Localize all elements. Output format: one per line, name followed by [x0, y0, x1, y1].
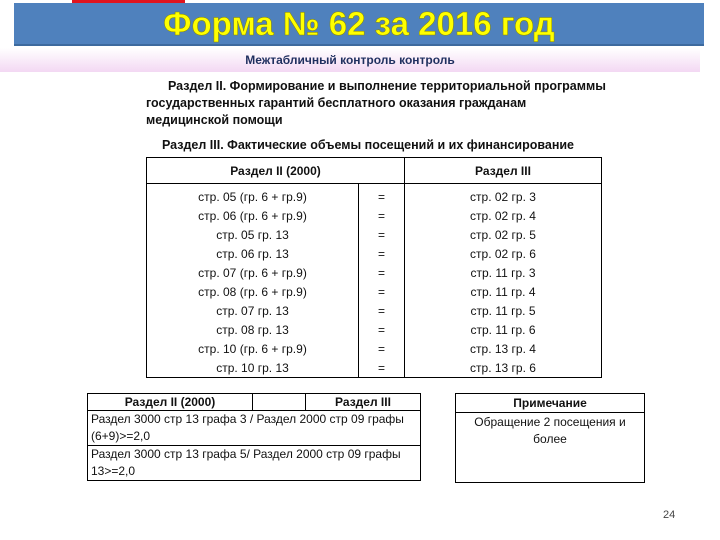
- equals-cell: =: [358, 263, 405, 282]
- left-cell: стр. 08 гр. 13: [146, 320, 359, 339]
- right-cell: стр. 02 гр. 5: [404, 225, 602, 244]
- section2-heading: Раздел II. Формирование и выполнение тер…: [146, 79, 606, 127]
- equals-cell: =: [358, 206, 405, 225]
- control-table: Раздел II (2000) Раздел III стр. 05 (гр. …: [146, 157, 602, 378]
- header-section3: Раздел III: [404, 157, 602, 184]
- equals-cell: =: [358, 339, 405, 358]
- right-cell: стр. 13 гр. 6: [404, 358, 602, 378]
- right-cell: стр. 02 гр. 4: [404, 206, 602, 225]
- header-section3: Раздел III: [305, 393, 421, 411]
- table-row: стр. 08 гр. 13 = стр. 11 гр. 6: [146, 320, 602, 339]
- left-cell: стр. 10 (гр. 6 + гр.9): [146, 339, 359, 358]
- header-empty: [252, 393, 306, 411]
- right-cell: стр. 02 гр. 6: [404, 244, 602, 263]
- subtitle: Межтабличный контроль контроль: [245, 53, 455, 67]
- title-bar: Форма № 62 за 2016 год: [14, 3, 704, 46]
- ratio-table: Раздел II (2000) Раздел III Раздел 3000 с…: [87, 393, 421, 481]
- left-cell: стр. 06 (гр. 6 + гр.9): [146, 206, 359, 225]
- right-cell: стр. 02 гр. 3: [404, 183, 602, 206]
- page-number: 24: [663, 509, 676, 521]
- left-cell: стр. 07 (гр. 6 + гр.9): [146, 263, 359, 282]
- left-cell: стр. 08 (гр. 6 + гр.9): [146, 282, 359, 301]
- table-row: стр. 10 (гр. 6 + гр.9) = стр. 13 гр. 4: [146, 339, 602, 358]
- note-text: Обращение 2 посещения и более: [455, 412, 645, 483]
- subtitle-band: Межтабличный контроль контроль: [0, 48, 700, 72]
- right-cell: стр. 13 гр. 4: [404, 339, 602, 358]
- red-accent-bar: [72, 0, 185, 3]
- table-row: стр. 10 гр. 13 = стр. 13 гр. 6: [146, 358, 602, 378]
- right-cell: стр. 11 гр. 5: [404, 301, 602, 320]
- note-header: Примечание: [455, 393, 645, 413]
- page-title: Форма № 62 за 2016 год: [163, 5, 555, 43]
- ratio-row: Раздел 3000 стр 13 графа 5/ Раздел 2000 …: [87, 445, 421, 481]
- equals-cell: =: [358, 225, 405, 244]
- table-row: стр. 06 (гр. 6 + гр.9) = стр. 02 гр. 4: [146, 206, 602, 225]
- table-row: стр. 07 (гр. 6 + гр.9) = стр. 11 гр. 3: [146, 263, 602, 282]
- left-cell: стр. 05 (гр. 6 + гр.9): [146, 183, 359, 206]
- note-table: Примечание Обращение 2 посещения и более: [455, 393, 645, 483]
- equals-cell: =: [358, 183, 405, 206]
- right-cell: стр. 11 гр. 3: [404, 263, 602, 282]
- left-cell: стр. 06 гр. 13: [146, 244, 359, 263]
- table-row: стр. 07 гр. 13 = стр. 11 гр. 5: [146, 301, 602, 320]
- right-cell: стр. 11 гр. 6: [404, 320, 602, 339]
- header-section2: Раздел II (2000): [87, 393, 253, 411]
- right-cell: стр. 11 гр. 4: [404, 282, 602, 301]
- table-row: стр. 05 (гр. 6 + гр.9) = стр. 02 гр. 3: [146, 183, 602, 206]
- equals-cell: =: [358, 320, 405, 339]
- equals-cell: =: [358, 358, 405, 378]
- table-row: стр. 08 (гр. 6 + гр.9) = стр. 11 гр. 4: [146, 282, 602, 301]
- equals-cell: =: [358, 301, 405, 320]
- section3-heading: Раздел III. Фактические объемы посещений…: [162, 138, 575, 152]
- table-row: стр. 05 гр. 13 = стр. 02 гр. 5: [146, 225, 602, 244]
- ratio-row: Раздел 3000 стр 13 графа 3 / Раздел 2000…: [87, 410, 421, 446]
- equals-cell: =: [358, 244, 405, 263]
- table-row: стр. 06 гр. 13 = стр. 02 гр. 6: [146, 244, 602, 263]
- equals-cell: =: [358, 282, 405, 301]
- header-section2: Раздел II (2000): [146, 157, 405, 184]
- left-cell: стр. 10 гр. 13: [146, 358, 359, 378]
- left-cell: стр. 05 гр. 13: [146, 225, 359, 244]
- left-cell: стр. 07 гр. 13: [146, 301, 359, 320]
